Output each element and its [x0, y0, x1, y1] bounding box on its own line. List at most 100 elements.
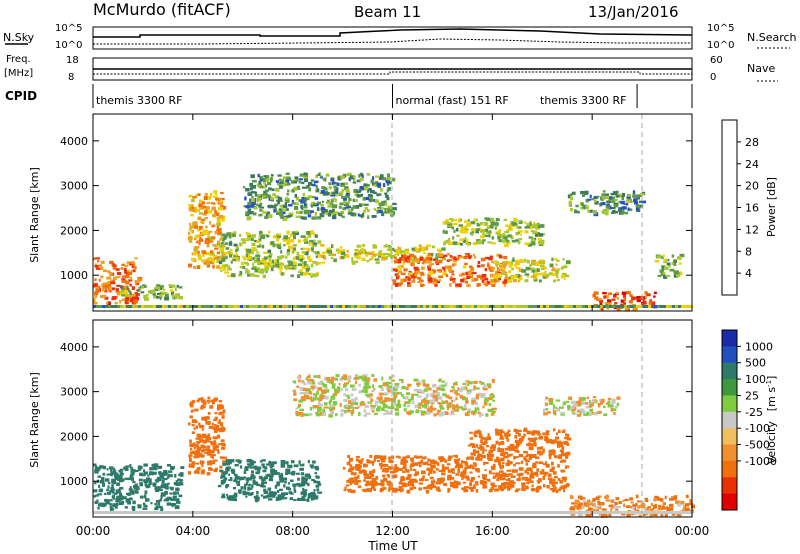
ground-scatter-cell [255, 305, 258, 308]
scatter-cell [280, 492, 284, 496]
scatter-cell [559, 486, 562, 491]
scatter-cell [524, 226, 527, 229]
ground-scatter-cell [603, 511, 606, 514]
scatter-cell [601, 502, 605, 506]
scatter-cell [318, 403, 323, 407]
scatter-cell [406, 489, 409, 494]
scatter-cell [549, 452, 554, 455]
scatter-cell [285, 255, 288, 259]
ground-scatter-cell [165, 305, 168, 308]
scatter-cell [530, 262, 536, 266]
scatter-cell [245, 232, 249, 235]
scatter-cell [545, 461, 547, 464]
scatter-cell [256, 184, 262, 187]
scatter-cell [374, 400, 380, 404]
scatter-cell [595, 399, 598, 402]
scatter-cell [484, 449, 487, 452]
scatter-cell [483, 477, 487, 480]
scatter-cell [206, 244, 210, 248]
scatter-cell [471, 400, 476, 404]
scatter-cell [407, 383, 412, 387]
scatter-cell [222, 239, 225, 242]
scatter-cell [286, 241, 291, 245]
ground-scatter-cell [354, 511, 357, 514]
scatter-cell [188, 237, 193, 241]
scatter-cell [129, 476, 132, 480]
ground-scatter-cell [516, 511, 519, 514]
scatter-cell [139, 482, 144, 487]
scatter-cell [326, 247, 330, 250]
scatter-cell [310, 179, 315, 182]
scatter-cell [427, 277, 433, 281]
scatter-cell [414, 404, 419, 408]
scatter-cell [543, 408, 546, 413]
scatter-cell [453, 409, 458, 412]
scatter-cell [335, 193, 338, 197]
scatter-cell [369, 190, 375, 194]
scatter-cell [323, 412, 326, 416]
scatter-cell [398, 392, 402, 395]
scatter-cell [306, 231, 311, 235]
scatter-cell [130, 477, 134, 481]
scatter-cell [453, 480, 456, 484]
scatter-cell [521, 476, 524, 481]
scatter-cell [432, 396, 438, 401]
scatter-cell [529, 475, 534, 479]
scatter-cell [490, 412, 495, 416]
scatter-cell [417, 395, 422, 398]
scatter-cell [519, 472, 524, 476]
scatter-cell [314, 375, 319, 378]
scatter-cell [143, 469, 146, 473]
ground-scatter-cell [312, 305, 315, 308]
scatter-cell [577, 211, 580, 214]
scatter-cell [121, 291, 126, 295]
scatter-cell [356, 205, 359, 208]
scatter-cell [316, 391, 319, 395]
ground-scatter-cell [453, 305, 456, 308]
ground-scatter-cell [285, 511, 288, 514]
scatter-cell [283, 181, 288, 185]
scatter-cell [247, 216, 252, 220]
scatter-cell [488, 457, 493, 461]
scatter-cell [306, 255, 311, 260]
scatter-cell [517, 429, 522, 432]
scatter-cell [600, 199, 604, 201]
scatter-cell [309, 493, 314, 497]
scatter-cell [459, 274, 463, 277]
scatter-cell [208, 451, 211, 454]
scatter-cell [616, 297, 620, 300]
scatter-cell [262, 196, 267, 199]
scatter-cell [658, 504, 662, 508]
scatter-cell [349, 481, 352, 486]
scatter-cell [523, 221, 527, 224]
scatter-cell [121, 287, 125, 290]
scatter-cell [393, 402, 396, 406]
scatter-cell [366, 173, 371, 176]
ground-scatter-cell [177, 511, 180, 514]
scatter-cell [157, 505, 163, 509]
scatter-cell [634, 201, 638, 205]
scatter-cell [457, 469, 460, 473]
ground-scatter-cell [258, 305, 261, 308]
scatter-cell [306, 375, 311, 379]
scatter-cell [644, 291, 648, 295]
scatter-cell [254, 255, 257, 260]
scatter-cell [542, 448, 545, 452]
scatter-cell [475, 228, 480, 232]
scatter-cell [233, 243, 238, 247]
scatter-cell [202, 401, 207, 405]
scatter-cell [144, 297, 149, 301]
scatter-cell [452, 260, 458, 263]
scatter-cell [217, 256, 221, 260]
x-tick-label: 20:00 [575, 524, 610, 538]
scatter-cell [588, 507, 592, 511]
scatter-cell [214, 230, 218, 235]
scatter-cell [274, 259, 277, 263]
scatter-cell [488, 470, 492, 475]
scatter-cell [278, 474, 284, 478]
scatter-cell [225, 247, 230, 250]
scatter-cell [124, 270, 128, 274]
scatter-cell [532, 231, 537, 235]
scatter-cell [246, 232, 251, 236]
scatter-cell [244, 483, 247, 487]
